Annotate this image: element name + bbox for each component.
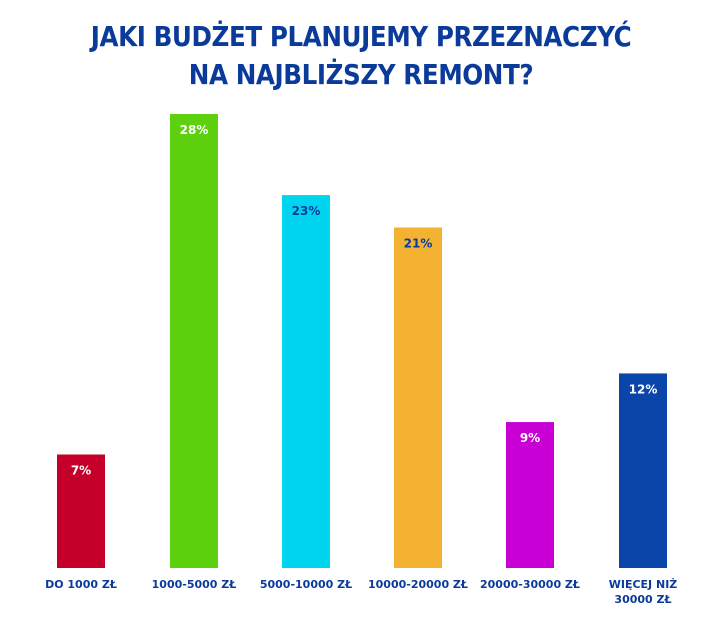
category-label-6-line-2: 30000 ZŁ bbox=[614, 593, 671, 606]
bar-value-label-3: 23% bbox=[292, 204, 321, 218]
category-label-5: 20000-30000 ZŁ bbox=[480, 578, 580, 591]
bar-3 bbox=[282, 195, 330, 569]
bar-value-label-6: 12% bbox=[629, 382, 658, 396]
category-label-4: 10000-20000 ZŁ bbox=[368, 578, 468, 591]
bar-value-label-4: 21% bbox=[404, 237, 433, 251]
bar-1 bbox=[57, 454, 105, 568]
bar-4 bbox=[394, 227, 442, 568]
category-label-6-line-1: WIĘCEJ NIŻ bbox=[609, 577, 678, 591]
category-label-1: DO 1000 ZŁ bbox=[45, 578, 117, 591]
bar-2 bbox=[170, 114, 218, 568]
bar-6 bbox=[619, 373, 667, 568]
category-label-2: 1000-5000 ZŁ bbox=[152, 578, 237, 591]
category-label-3: 5000-10000 ZŁ bbox=[260, 578, 352, 591]
bar-value-label-1: 7% bbox=[71, 464, 91, 478]
chart-title-line-1: JAKI BUDŻET PLANUJEMY PRZEZNACZYĆ bbox=[90, 20, 632, 53]
bar-value-label-5: 9% bbox=[520, 431, 540, 445]
bar-5 bbox=[506, 422, 554, 568]
bar-value-label-2: 28% bbox=[180, 123, 209, 137]
chart-title-line-2: NA NAJBLIŻSZY REMONT? bbox=[188, 58, 534, 91]
